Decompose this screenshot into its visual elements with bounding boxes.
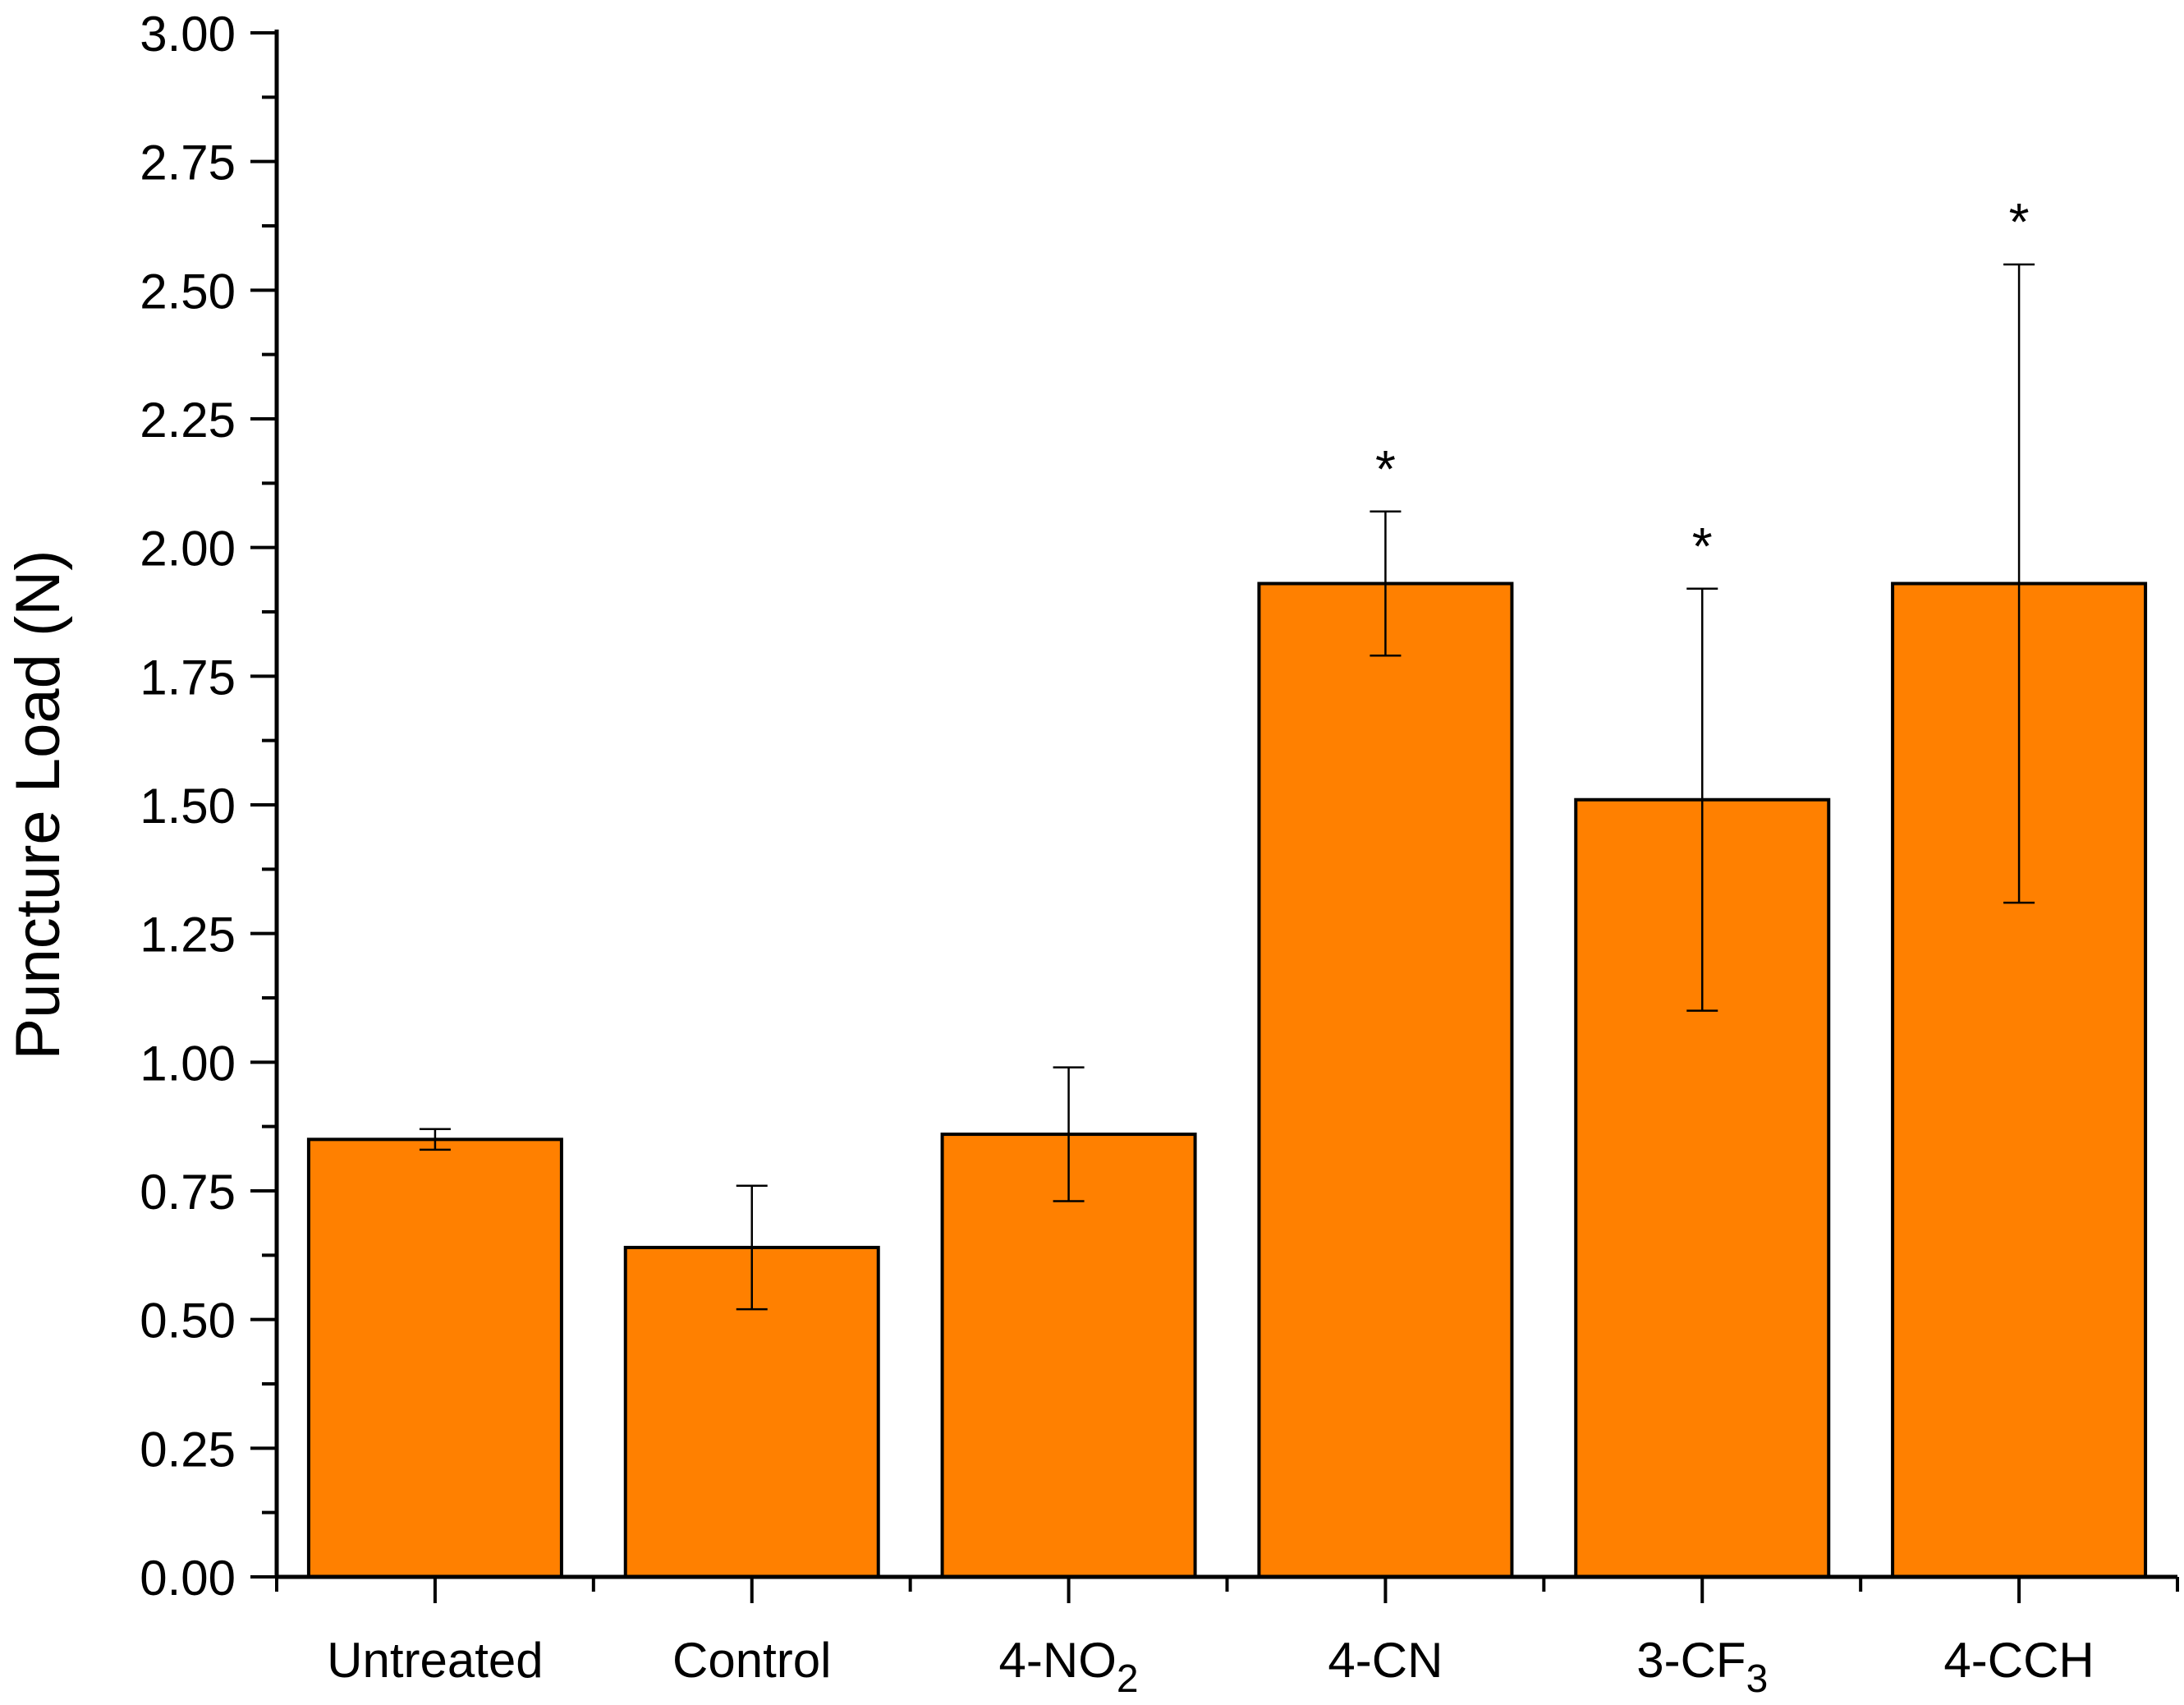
x-tick-label-0: Untreated bbox=[327, 1633, 544, 1688]
y-tick-label-4: 1.00 bbox=[140, 1036, 236, 1091]
x-tick-label-5: 4-CCH bbox=[1943, 1633, 2094, 1688]
y-tick-label-10: 2.50 bbox=[140, 264, 236, 319]
y-tick-label-2: 0.50 bbox=[140, 1294, 236, 1349]
x-tick-label-3: 4-CN bbox=[1328, 1633, 1443, 1688]
x-tick-label-1: Control bbox=[672, 1633, 831, 1688]
y-tick-label-12: 3.00 bbox=[140, 7, 236, 62]
y-tick-label-3: 0.75 bbox=[140, 1165, 236, 1220]
significance-marker-5: * bbox=[2009, 192, 2030, 251]
significance-marker-3: * bbox=[1375, 439, 1396, 499]
bar-0 bbox=[306, 1137, 563, 1579]
y-tick-label-1: 0.25 bbox=[140, 1422, 236, 1477]
labels-layer: Untreated Control 4-NO2 * 4-CN * 3-CF3 * 4-CCH 0.… bbox=[140, 7, 2095, 1701]
x-tick-label-4: 3-CF3 bbox=[1636, 1633, 1768, 1701]
axes-layer bbox=[250, 30, 2179, 1603]
y-tick-label-6: 1.50 bbox=[140, 779, 236, 834]
bars-layer bbox=[306, 581, 2148, 1579]
y-tick-label-7: 1.75 bbox=[140, 650, 236, 705]
significance-marker-4: * bbox=[1692, 517, 1713, 576]
x-tick-label-2: 4-NO2 bbox=[999, 1633, 1139, 1701]
y-axis-title: Puncture Load (N) bbox=[3, 550, 73, 1060]
y-tick-label-11: 2.75 bbox=[140, 136, 236, 191]
y-tick-label-9: 2.25 bbox=[140, 393, 236, 448]
bar-3 bbox=[1257, 581, 1514, 1579]
y-tick-label-5: 1.25 bbox=[140, 908, 236, 963]
error-bars-layer bbox=[419, 263, 2035, 1311]
y-tick-label-8: 2.00 bbox=[140, 522, 236, 577]
bar-2 bbox=[940, 1133, 1197, 1579]
y-tick-label-0: 0.00 bbox=[140, 1551, 236, 1606]
